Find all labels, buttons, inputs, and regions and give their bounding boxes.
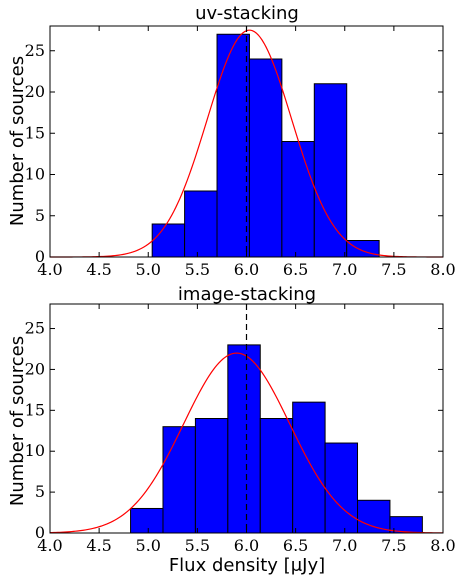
y-tick-label: 0 [35, 523, 45, 542]
histogram-bar [292, 401, 326, 534]
plot-area [49, 304, 444, 534]
histogram-bar [313, 83, 348, 258]
uv-stacking-panel: uv-stacking Number of sources 4.0 4.5 5.0 5… [7, 3, 456, 279]
histogram-bar [151, 223, 186, 258]
x-tick-label: 4.5 [86, 536, 111, 555]
y-tick-label: 15 [25, 400, 45, 419]
panel-title: image-stacking [178, 284, 316, 305]
x-tick-label: 6.5 [283, 536, 308, 555]
y-tick-label: 0 [35, 247, 45, 266]
x-tick-label: 6.0 [234, 260, 259, 279]
x-tick-label: 7.5 [381, 260, 406, 279]
x-tick-label: 7.0 [332, 536, 357, 555]
histogram-bar [248, 58, 283, 258]
histogram-bar [227, 344, 261, 534]
y-tick-label: 15 [25, 123, 45, 142]
plot-frame [49, 25, 444, 258]
y-tick-label: 20 [25, 359, 45, 378]
y-tick-label: 5 [35, 206, 45, 225]
y-tick-label: 10 [25, 441, 45, 460]
x-tick-label: 7.0 [332, 260, 357, 279]
x-tick-label: 8.0 [430, 260, 455, 279]
histogram-bar [162, 426, 196, 534]
x-tick-label: 6.5 [283, 260, 308, 279]
y-tick-label: 25 [25, 319, 45, 338]
x-tick-label: 5.5 [185, 536, 210, 555]
x-tick-label: 5.5 [185, 260, 210, 279]
x-axis-label: Flux density [μJy] [169, 555, 325, 576]
histogram-bar [259, 418, 294, 534]
x-tick-label: 4.0 [37, 260, 62, 279]
y-tick-label: 25 [25, 41, 45, 60]
histogram-bar [324, 442, 359, 534]
x-tick-label: 6.0 [234, 536, 259, 555]
plot-area [49, 26, 444, 258]
panel-title: uv-stacking [195, 3, 299, 24]
y-tick-label: 20 [25, 82, 45, 101]
histogram-bar [184, 190, 218, 258]
x-tick-label: 4.5 [86, 260, 111, 279]
histogram-bar [130, 507, 164, 534]
histogram-bar [194, 418, 229, 534]
x-tick-label: 4.0 [37, 536, 62, 555]
x-tick-label: 5.0 [136, 536, 161, 555]
image-stacking-panel: image-stacking Number of sources Flux de… [7, 284, 456, 576]
histogram-bar [216, 33, 250, 258]
histogram-bar [281, 141, 315, 258]
histogram-bar [357, 499, 391, 534]
y-axis-label: Number of sources [7, 56, 28, 226]
plot-frame [49, 303, 444, 534]
x-tick-label: 5.0 [136, 260, 161, 279]
x-tick-label: 8.0 [430, 536, 455, 555]
y-tick-label: 10 [25, 165, 45, 184]
x-tick-label: 7.5 [381, 536, 406, 555]
y-axis-label: Number of sources [7, 336, 28, 506]
y-tick-label: 5 [35, 482, 45, 501]
